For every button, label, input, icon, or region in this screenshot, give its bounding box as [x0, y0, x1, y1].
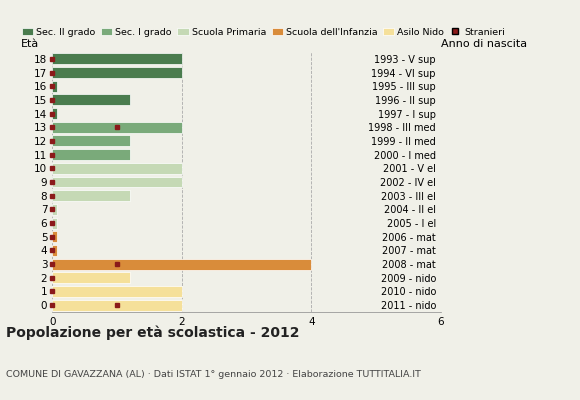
- Bar: [52, 204, 57, 215]
- Bar: [52, 259, 311, 270]
- Legend: Sec. II grado, Sec. I grado, Scuola Primaria, Scuola dell'Infanzia, Asilo Nido, : Sec. II grado, Sec. I grado, Scuola Prim…: [22, 28, 505, 37]
- Bar: [52, 163, 182, 174]
- Bar: [52, 190, 130, 201]
- Bar: [52, 300, 182, 311]
- Text: Popolazione per età scolastica - 2012: Popolazione per età scolastica - 2012: [6, 326, 299, 340]
- Text: Anno di nascita: Anno di nascita: [441, 39, 527, 49]
- Bar: [52, 122, 182, 133]
- Bar: [52, 176, 182, 188]
- Bar: [52, 94, 130, 105]
- Bar: [52, 53, 182, 64]
- Bar: [52, 81, 57, 92]
- Bar: [52, 286, 182, 297]
- Bar: [52, 67, 182, 78]
- Bar: [52, 108, 57, 119]
- Bar: [52, 245, 57, 256]
- Text: COMUNE DI GAVAZZANA (AL) · Dati ISTAT 1° gennaio 2012 · Elaborazione TUTTITALIA.: COMUNE DI GAVAZZANA (AL) · Dati ISTAT 1°…: [6, 370, 420, 379]
- Bar: [52, 218, 57, 228]
- Bar: [52, 149, 130, 160]
- Bar: [52, 136, 130, 146]
- Bar: [52, 272, 130, 283]
- Text: Età: Età: [21, 39, 39, 49]
- Bar: [52, 231, 57, 242]
